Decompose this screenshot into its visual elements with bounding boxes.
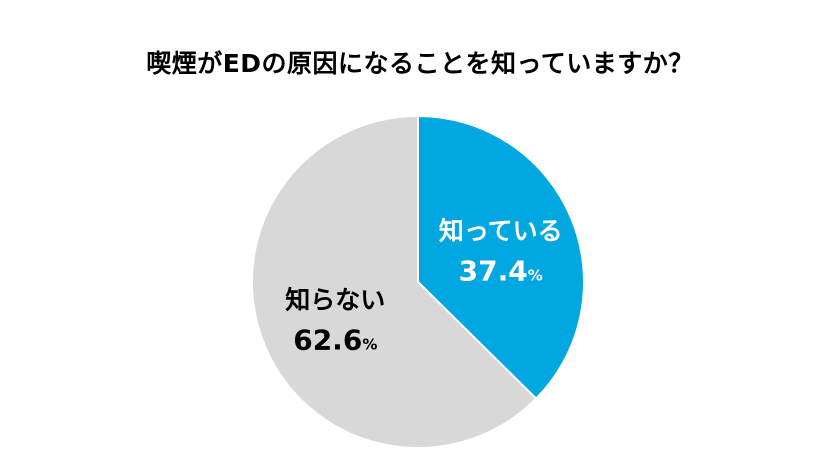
- slice-label-1: 知らない: [285, 286, 385, 315]
- pie-slice-1: [251, 114, 538, 449]
- chart-title: 喫煙がEDの原因になることを知っていますか？: [146, 49, 694, 78]
- slice-label-0: 知っている: [439, 216, 563, 245]
- slice-value-0: 37.4%: [459, 254, 543, 287]
- pie-slice-0: [417, 114, 585, 401]
- slice-value-1: 62.6%: [293, 324, 377, 357]
